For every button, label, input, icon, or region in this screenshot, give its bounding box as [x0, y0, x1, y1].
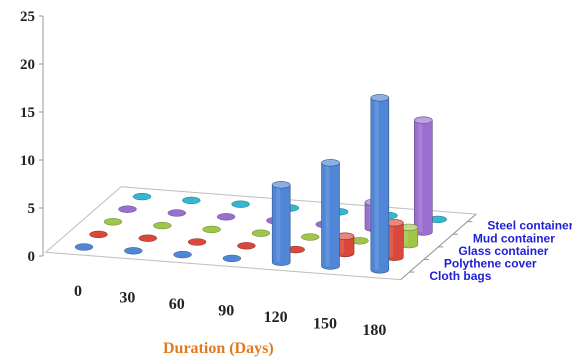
- bar-base: [74, 243, 94, 251]
- bar-base: [173, 250, 192, 259]
- bar: [237, 242, 256, 250]
- bar: [321, 159, 340, 270]
- bar: [132, 192, 152, 201]
- bar-base: [216, 213, 236, 221]
- bar-body: [370, 97, 390, 274]
- series-label: Cloth bags: [429, 269, 491, 283]
- bar: [138, 234, 158, 242]
- bar-base: [222, 254, 242, 263]
- bar-highlight: [325, 162, 330, 266]
- x-tick-label: 180: [362, 322, 386, 339]
- bar-base: [187, 238, 207, 246]
- y-tick-label: 25: [20, 9, 35, 25]
- bar-base: [89, 230, 108, 239]
- bar-body: [414, 119, 433, 236]
- bar: [231, 200, 250, 208]
- series-label: Mud container: [473, 231, 555, 245]
- bar-base: [251, 229, 271, 237]
- series-label: Steel container: [487, 219, 572, 233]
- bar: [202, 225, 221, 234]
- x-tick-label: 90: [218, 303, 234, 320]
- bar: [153, 221, 172, 230]
- bar: [182, 196, 201, 205]
- bar: [399, 223, 419, 249]
- x-tick-label: 0: [74, 283, 82, 300]
- x-tick-label: 120: [264, 309, 288, 326]
- bar: [413, 116, 433, 236]
- bar: [118, 205, 137, 213]
- bar-base: [237, 242, 256, 250]
- bar-base: [182, 196, 201, 205]
- bar-top: [271, 181, 291, 189]
- bar-top: [413, 116, 433, 124]
- bar-top: [370, 94, 390, 102]
- x-axis-tick-labels: 0 30 60 90 120 150 180: [74, 283, 386, 339]
- bar: [300, 233, 320, 241]
- y-tick-label: 20: [20, 57, 35, 73]
- bar: [370, 94, 390, 274]
- bar-base: [132, 192, 152, 201]
- bar: [173, 250, 192, 259]
- y-tick-label: 15: [20, 105, 35, 121]
- bar-highlight: [403, 227, 408, 245]
- bar-base: [124, 247, 143, 255]
- bar-base: [300, 233, 320, 241]
- bar-base: [167, 209, 187, 217]
- x-tick-label: 150: [313, 316, 337, 333]
- bar: [251, 229, 271, 237]
- bar-body: [321, 162, 340, 270]
- bar: [187, 238, 207, 246]
- y-tick-label: 10: [20, 153, 35, 169]
- bar: [103, 218, 123, 226]
- bar: [335, 232, 355, 258]
- bar-highlight: [389, 222, 394, 258]
- bar-base: [202, 225, 221, 234]
- x-tick-label: 60: [169, 296, 185, 313]
- bar-body: [271, 184, 291, 266]
- bar-base: [118, 205, 137, 213]
- bar-highlight: [276, 184, 281, 263]
- bar-top: [321, 159, 340, 167]
- bar: [167, 209, 187, 217]
- y-axis-tick-labels: 0 5 10 15 20 25: [20, 9, 43, 265]
- bar: [74, 243, 94, 251]
- bar: [222, 254, 242, 263]
- bar: [384, 219, 404, 261]
- chart-bars: [74, 94, 448, 274]
- bar-highlight: [418, 120, 423, 232]
- bar: [124, 247, 143, 255]
- series-label: Polythene cover: [444, 256, 537, 270]
- bar-base: [103, 218, 123, 226]
- bar: [271, 181, 291, 266]
- bar-highlight: [374, 97, 379, 270]
- x-tick-label: 30: [119, 290, 135, 307]
- bar-highlight: [340, 236, 345, 254]
- bar: [216, 213, 236, 221]
- x-axis-label: Duration (Days): [163, 340, 274, 357]
- bar: [89, 230, 108, 239]
- series-label: Glass container: [458, 244, 548, 258]
- bar-base: [153, 221, 172, 230]
- bar-base: [231, 200, 250, 208]
- y-tick-label: 0: [28, 249, 36, 265]
- y-tick-label: 5: [28, 201, 36, 217]
- bar-base: [138, 234, 158, 242]
